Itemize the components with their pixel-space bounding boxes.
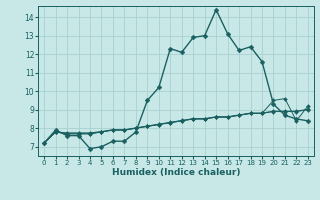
X-axis label: Humidex (Indice chaleur): Humidex (Indice chaleur): [112, 168, 240, 177]
